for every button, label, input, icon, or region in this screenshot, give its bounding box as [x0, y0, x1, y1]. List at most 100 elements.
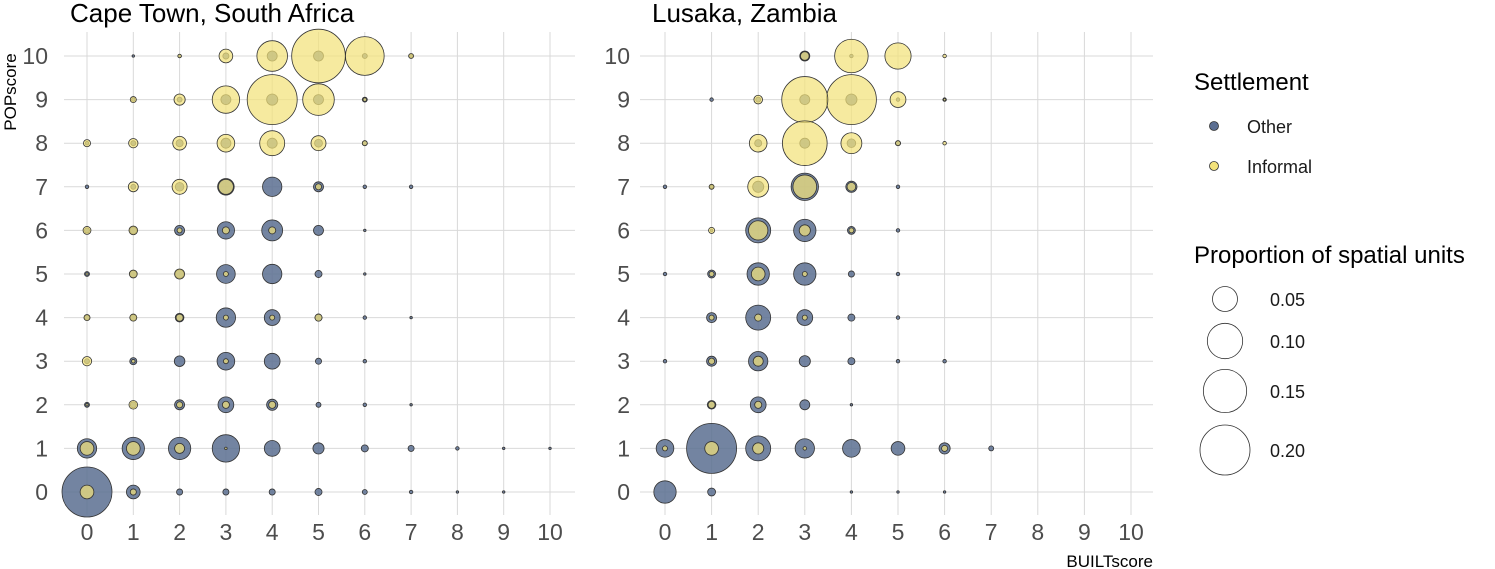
- bubble-other: [895, 271, 901, 277]
- panel-lusaka: Lusaka, Zambia 0 1 2 3 4 5 6 7 8 9 10 0 1 2 3 4 5 6 7 8 9 10: [604, 0, 1153, 545]
- bubble-informal: [171, 178, 188, 195]
- y-tick-label: 7: [35, 174, 48, 200]
- bubble-other: [312, 442, 325, 455]
- bubble-informal: [707, 400, 716, 409]
- bubble-informal: [131, 359, 136, 364]
- bubble-other: [707, 487, 716, 497]
- x-tick-label: 8: [1031, 519, 1044, 545]
- bubble-informal: [81, 356, 93, 367]
- x-tick-label: 3: [798, 519, 811, 545]
- bubble-informal: [708, 183, 715, 190]
- bubble-other: [502, 446, 506, 451]
- bubble-informal: [172, 135, 187, 151]
- bubble-informal: [129, 96, 137, 104]
- bubble-informal: [310, 135, 327, 152]
- size-legend-label: 0.15: [1270, 382, 1305, 402]
- bubble-informal: [782, 120, 828, 166]
- bubble-other: [362, 184, 367, 189]
- size-legend-label: 0.10: [1270, 332, 1305, 352]
- bubble-informal: [834, 38, 869, 74]
- bubble-informal: [792, 174, 818, 200]
- bubble-informal: [708, 271, 715, 277]
- x-tick-label: 0: [81, 519, 94, 545]
- bubble-informal: [128, 225, 139, 236]
- bubble-informal: [895, 140, 901, 147]
- bubble-other: [263, 352, 281, 370]
- y-tick-label: 6: [35, 217, 48, 243]
- bubble-other: [653, 480, 677, 504]
- bubble-other: [408, 489, 414, 495]
- bubble-informal: [750, 266, 766, 282]
- bubble-other: [896, 490, 900, 494]
- bubble-informal: [173, 93, 186, 106]
- bubble-informal: [129, 313, 138, 322]
- bubble-other: [548, 446, 552, 451]
- bubble-informal: [129, 488, 137, 496]
- bubble-other: [847, 270, 855, 278]
- bubble-informal: [222, 314, 229, 321]
- legend-label-informal: Informal: [1247, 157, 1312, 177]
- bubble-other: [84, 184, 90, 189]
- bubble-informal: [224, 446, 228, 451]
- bubble-other: [222, 488, 230, 496]
- bubble-other: [502, 490, 506, 494]
- bubble-informal: [176, 401, 184, 409]
- bubble-other: [131, 54, 135, 58]
- bubble-other: [362, 402, 367, 407]
- bubble-other: [849, 403, 854, 407]
- bubble-other: [455, 446, 460, 451]
- size-legend-label: 0.20: [1270, 441, 1305, 461]
- legend-title-settlement: Settlement: [1194, 69, 1309, 96]
- bubble-informal: [408, 53, 415, 59]
- bubble-other: [407, 444, 415, 452]
- bubble-informal: [177, 53, 182, 59]
- legend-key-informal: [1209, 161, 1219, 171]
- bubble-informal: [801, 314, 808, 321]
- bubble-informal: [747, 175, 770, 198]
- bubble-informal: [798, 224, 811, 237]
- legend-label-other: Other: [1247, 117, 1292, 137]
- y-tick-label: 6: [617, 217, 630, 243]
- bubble-informal: [315, 183, 322, 191]
- bubble-other: [313, 224, 324, 236]
- bubble-informal: [176, 227, 183, 234]
- y-tick-label: 4: [35, 305, 48, 331]
- bubble-informal: [246, 74, 298, 125]
- bubble-other: [895, 359, 901, 364]
- bubble-informal: [942, 97, 947, 102]
- bubble-informal: [221, 400, 230, 409]
- bubble-informal: [259, 130, 286, 157]
- bubble-informal: [216, 133, 236, 153]
- bubble-informal: [291, 28, 346, 84]
- bubble-informal: [704, 441, 719, 456]
- bubble-informal: [884, 42, 912, 70]
- bubble-other: [849, 490, 854, 494]
- x-tick-label: 6: [358, 519, 371, 545]
- legend-key-other: [1209, 121, 1219, 131]
- bubble-informal: [314, 313, 323, 322]
- bubble-informal: [753, 94, 763, 105]
- bubble-other: [895, 228, 901, 233]
- y-tick-label: 2: [35, 392, 48, 418]
- y-tick-label: 7: [617, 174, 630, 200]
- bubble-other: [942, 490, 947, 494]
- y-tick-label: 5: [617, 261, 630, 287]
- bubble-informal: [268, 226, 277, 235]
- bubble-informal: [781, 76, 829, 124]
- bubble-informal: [800, 51, 810, 61]
- size-legend-circle: [1206, 322, 1244, 360]
- bubble-informal: [752, 442, 765, 455]
- bubble-informal: [256, 40, 288, 72]
- bubble-informal: [345, 36, 385, 76]
- bubble-informal: [221, 226, 230, 235]
- bubble-other: [662, 184, 668, 189]
- x-tick-label: 4: [845, 519, 858, 545]
- bubble-informal: [362, 97, 367, 102]
- bubble-other: [361, 489, 368, 495]
- x-tick-label: 3: [220, 519, 233, 545]
- bubble-informal: [708, 314, 715, 321]
- x-tick-label: 4: [266, 519, 279, 545]
- y-tick-label: 9: [617, 87, 630, 113]
- bubble-other: [314, 488, 323, 496]
- bubble-other: [847, 313, 856, 322]
